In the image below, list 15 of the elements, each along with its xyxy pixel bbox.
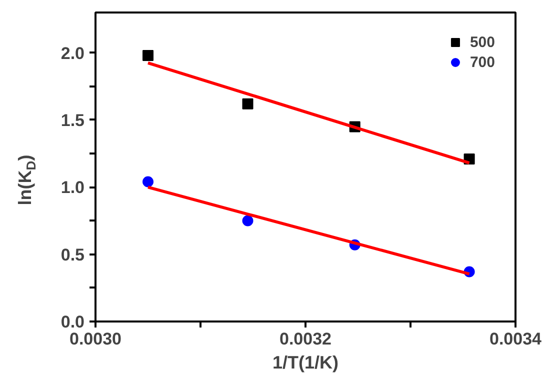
- x-axis-title: 1/T(1/K): [272, 352, 339, 372]
- y-tick-label: 1.5: [60, 110, 85, 130]
- x-tick-label: 0.0034: [490, 330, 542, 348]
- point: [142, 50, 154, 61]
- legend-label: 700: [470, 54, 495, 70]
- y-tick-label: 2.0: [60, 44, 85, 63]
- y-tick-label: 0.0: [60, 312, 85, 332]
- point: [242, 215, 254, 226]
- legend-label: 500: [470, 34, 495, 50]
- y-tick-label: 1.0: [60, 178, 85, 198]
- x-tick-label: 0.0030: [70, 330, 122, 348]
- point: [242, 98, 254, 110]
- x-tick-label: 0.0032: [280, 330, 332, 348]
- y-tick-label: 0.5: [60, 245, 85, 264]
- point: [142, 176, 154, 188]
